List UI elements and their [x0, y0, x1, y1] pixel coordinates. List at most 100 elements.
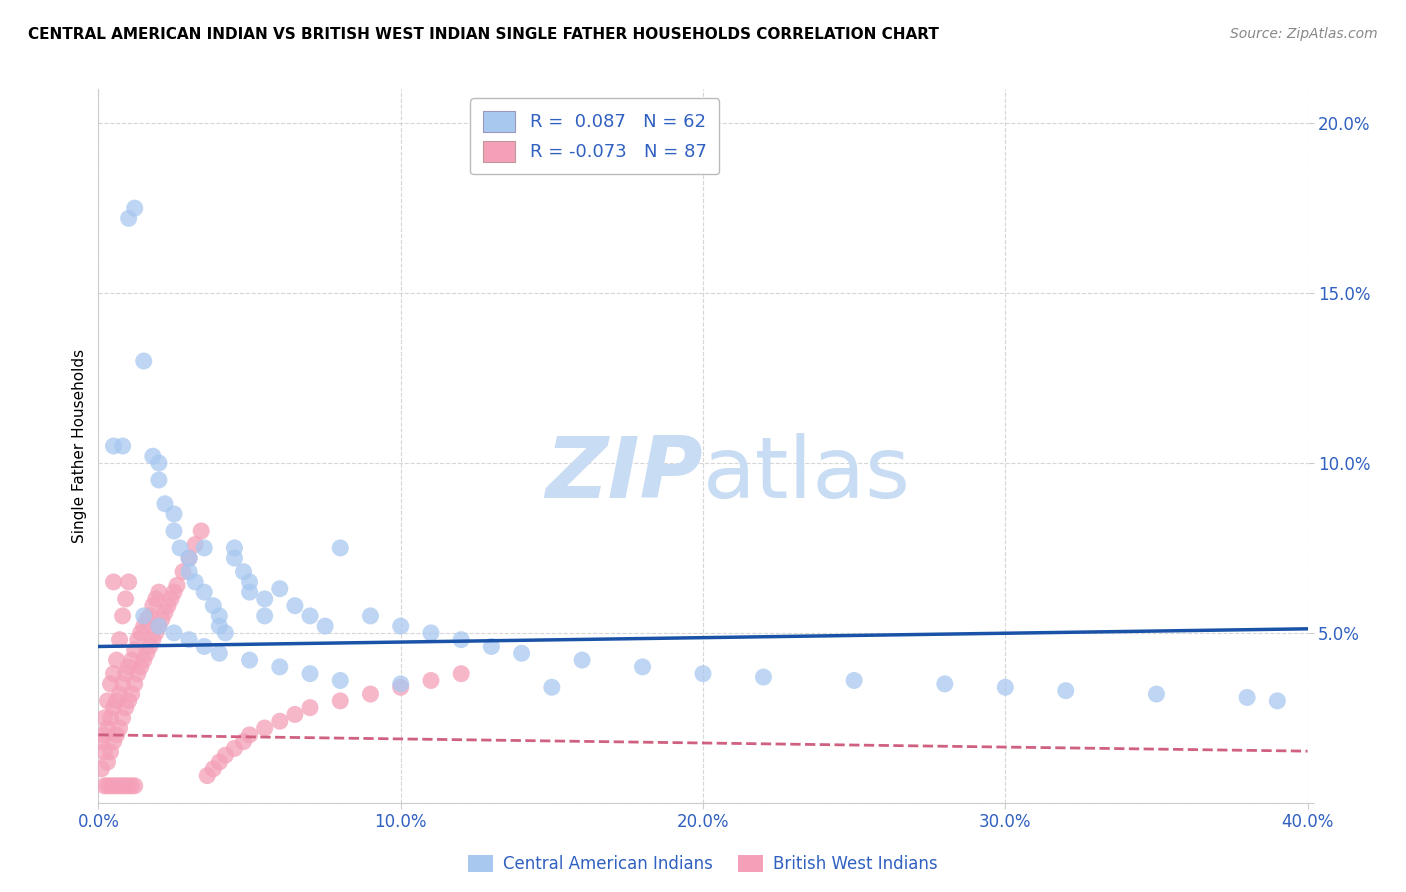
Point [163, 585, 186, 599]
Point [111, 711, 134, 725]
Point [90, 734, 112, 748]
Point [214, 748, 236, 763]
Point [389, 677, 412, 691]
Point [139, 640, 162, 654]
Point [450, 666, 472, 681]
Point [232, 565, 254, 579]
Point [103, 666, 125, 681]
Point [100, 745, 122, 759]
Point [105, 779, 128, 793]
Point [208, 646, 231, 660]
Point [90, 762, 112, 776]
Point [135, 612, 157, 626]
Point [105, 694, 128, 708]
Point [127, 666, 149, 681]
Point [142, 632, 165, 647]
Point [93, 728, 115, 742]
Point [299, 608, 322, 623]
Text: ZIP: ZIP [546, 433, 703, 516]
Point [214, 626, 236, 640]
Point [752, 670, 775, 684]
Point [193, 585, 215, 599]
Point [389, 619, 412, 633]
Point [111, 608, 134, 623]
Point [135, 646, 157, 660]
Point [105, 653, 128, 667]
Text: Source: ZipAtlas.com: Source: ZipAtlas.com [1230, 27, 1378, 41]
Point [163, 626, 186, 640]
Point [124, 201, 146, 215]
Point [118, 779, 141, 793]
Point [994, 680, 1017, 694]
Point [114, 591, 136, 606]
Point [163, 524, 186, 538]
Point [114, 700, 136, 714]
Point [253, 608, 276, 623]
Point [692, 666, 714, 681]
Point [269, 582, 291, 596]
Point [108, 687, 131, 701]
Point [269, 660, 291, 674]
Point [108, 632, 131, 647]
Point [253, 721, 276, 735]
Point [329, 673, 352, 688]
Text: CENTRAL AMERICAN INDIAN VS BRITISH WEST INDIAN SINGLE FATHER HOUSEHOLDS CORRELAT: CENTRAL AMERICAN INDIAN VS BRITISH WEST … [28, 27, 939, 42]
Point [148, 585, 170, 599]
Point [142, 599, 165, 613]
Point [153, 606, 176, 620]
Point [420, 673, 443, 688]
Point [166, 578, 188, 592]
Point [360, 687, 382, 701]
Point [934, 677, 956, 691]
Point [172, 565, 194, 579]
Point [103, 700, 125, 714]
Point [1236, 690, 1258, 705]
Point [1054, 683, 1077, 698]
Point [148, 456, 170, 470]
Point [195, 769, 218, 783]
Y-axis label: Single Father Households: Single Father Households [72, 349, 87, 543]
Point [179, 565, 201, 579]
Point [202, 599, 225, 613]
Point [124, 677, 146, 691]
Point [314, 619, 336, 633]
Point [169, 541, 191, 555]
Point [163, 507, 186, 521]
Point [1144, 687, 1167, 701]
Point [145, 626, 167, 640]
Point [96, 721, 118, 735]
Point [127, 632, 149, 647]
Point [148, 619, 170, 633]
Point [93, 779, 115, 793]
Point [631, 660, 654, 674]
Point [239, 653, 262, 667]
Point [184, 537, 207, 551]
Point [420, 626, 443, 640]
Point [111, 677, 134, 691]
Point [114, 666, 136, 681]
Point [118, 211, 141, 226]
Point [202, 762, 225, 776]
Point [239, 728, 262, 742]
Point [224, 551, 246, 566]
Point [132, 608, 155, 623]
Point [108, 779, 131, 793]
Point [193, 541, 215, 555]
Point [160, 591, 183, 606]
Point [510, 646, 533, 660]
Point [481, 640, 503, 654]
Point [93, 745, 115, 759]
Point [132, 653, 155, 667]
Point [208, 608, 231, 623]
Point [844, 673, 866, 688]
Text: atlas: atlas [703, 433, 911, 516]
Point [179, 551, 201, 566]
Point [224, 741, 246, 756]
Point [179, 632, 201, 647]
Point [253, 591, 276, 606]
Point [184, 574, 207, 589]
Point [118, 694, 141, 708]
Point [103, 574, 125, 589]
Point [232, 734, 254, 748]
Point [239, 585, 262, 599]
